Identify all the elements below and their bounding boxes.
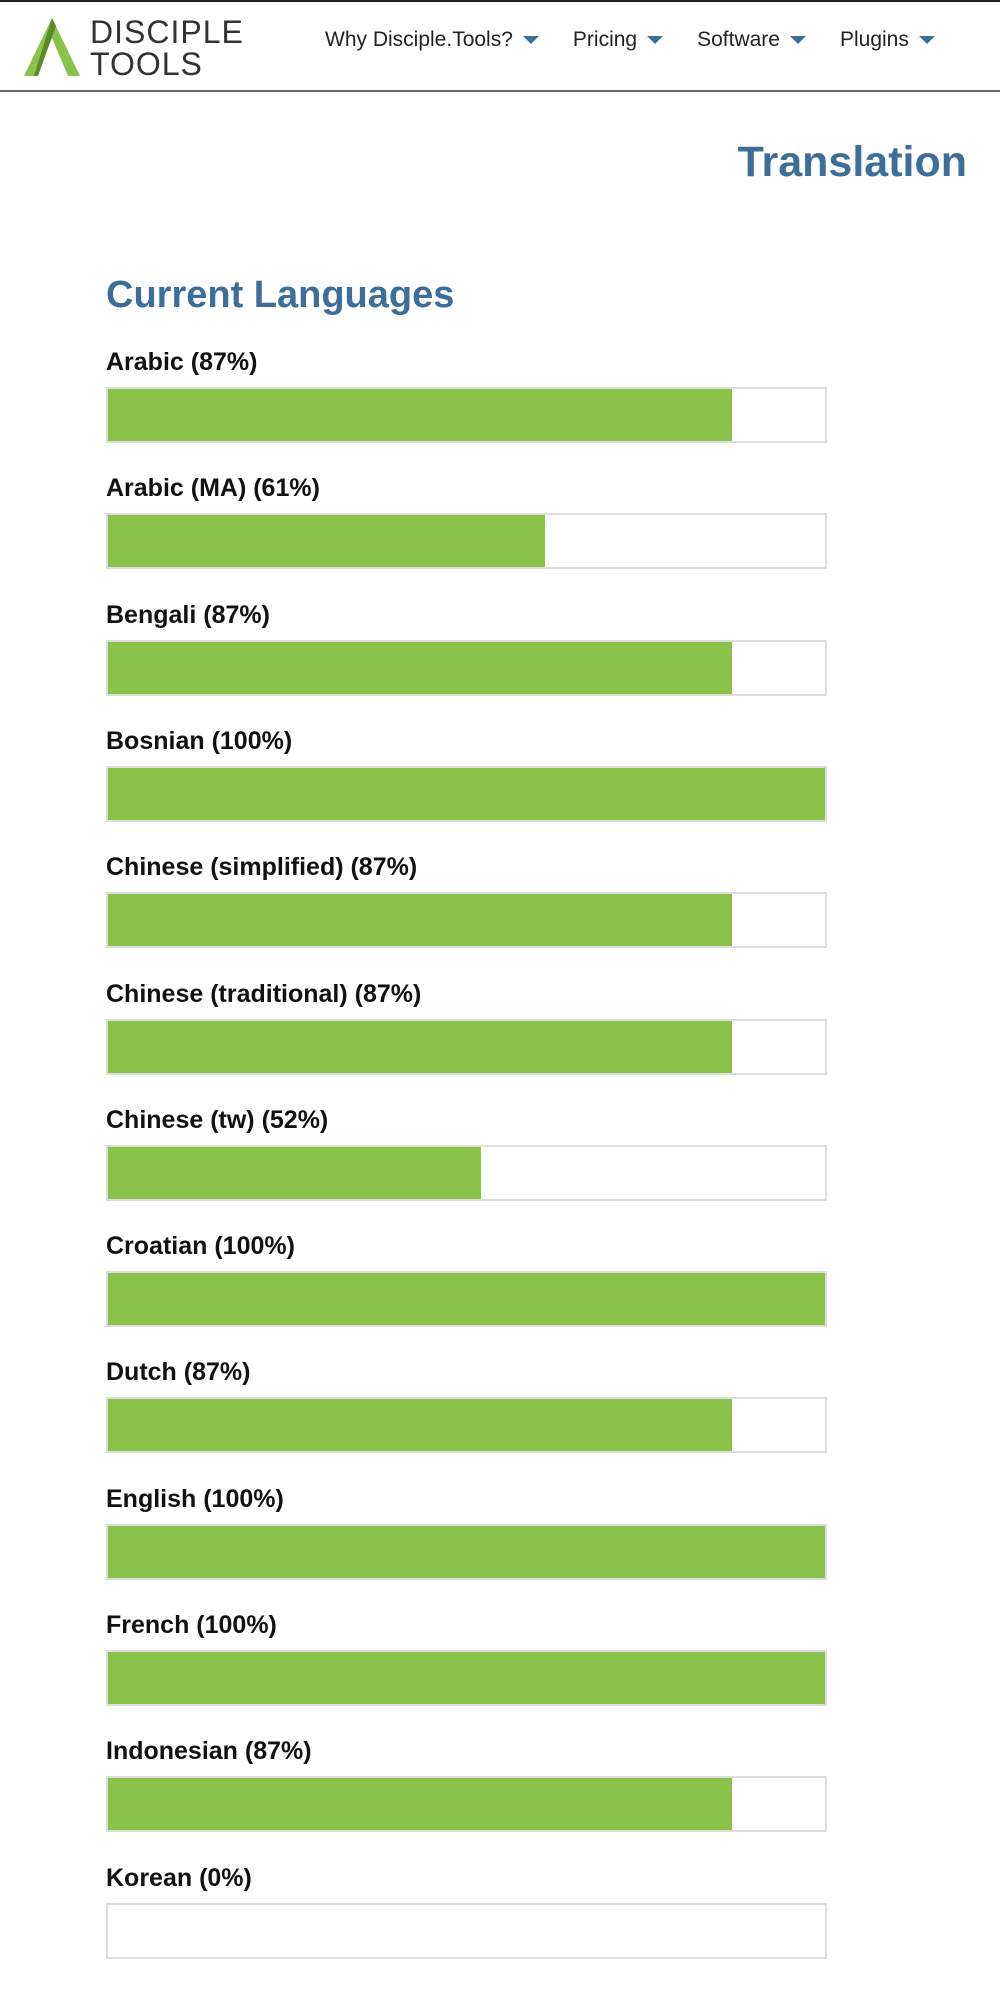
progress-fill (108, 894, 732, 947)
progress-fill (108, 767, 825, 820)
nav-link[interactable]: Pricing (573, 28, 663, 52)
language-label: Bosnian (100%) (106, 726, 293, 755)
progress-fill (108, 1778, 732, 1831)
logo-icon (24, 18, 80, 76)
progress-track (106, 387, 827, 443)
nav: Why Disciple.Tools? Pricing Software Plugin… (325, 28, 969, 52)
progress-track (106, 1776, 827, 1833)
progress-track (106, 1650, 827, 1706)
progress-track (106, 1271, 827, 1328)
language-label: Arabic (87%) (106, 348, 258, 376)
language-label: Dutch (87%) (106, 1358, 251, 1387)
progress-fill (108, 1020, 732, 1073)
logo[interactable]: DISCIPLE TOOLS (22, 14, 244, 82)
progress-fill (108, 1146, 481, 1199)
progress-fill (108, 389, 732, 441)
site-header: DISCIPLE TOOLS Why Disciple.Tools? Pricin… (0, 0, 1000, 92)
language-label: French (100%) (106, 1611, 277, 1639)
language-label: Arabic (MA) (61%) (106, 474, 320, 503)
nav-link[interactable]: Software (697, 28, 806, 52)
progress-track (106, 639, 827, 696)
language-label: Korean (0%) (106, 1863, 252, 1892)
language-label: Chinese (tw) (52%) (106, 1105, 329, 1134)
language-label: Bengali (87%) (106, 600, 270, 629)
progress-track (106, 513, 827, 570)
progress-fill (108, 1273, 825, 1326)
progress-fill (108, 1399, 732, 1452)
logo-bottom: TOOLS (90, 46, 203, 82)
progress-track (106, 1018, 827, 1075)
progress-track (106, 765, 827, 822)
progress-fill (108, 1525, 825, 1578)
progress-track (106, 1144, 827, 1201)
progress-track (106, 1902, 827, 1959)
section-heading: Current Languages (106, 274, 455, 316)
language-label: Chinese (simplified) (87%) (106, 853, 418, 882)
language-label: Indonesian (87%) (106, 1737, 312, 1766)
progress-fill (108, 515, 546, 568)
nav-link[interactable]: Why Disciple.Tools? (325, 28, 539, 52)
logo-top: DISCIPLE (90, 14, 244, 50)
progress-fill (108, 641, 732, 694)
language-label: Chinese (traditional) (87%) (106, 979, 422, 1008)
progress-fill (108, 1652, 825, 1704)
language-label: English (100%) (106, 1484, 284, 1513)
language-label: Croatian (100%) (106, 1232, 295, 1261)
progress-track (106, 1523, 827, 1580)
progress-track (106, 1397, 827, 1454)
nav-link[interactable]: Plugins (840, 28, 935, 52)
page-title: Translation (737, 138, 967, 186)
progress-track (106, 892, 827, 949)
